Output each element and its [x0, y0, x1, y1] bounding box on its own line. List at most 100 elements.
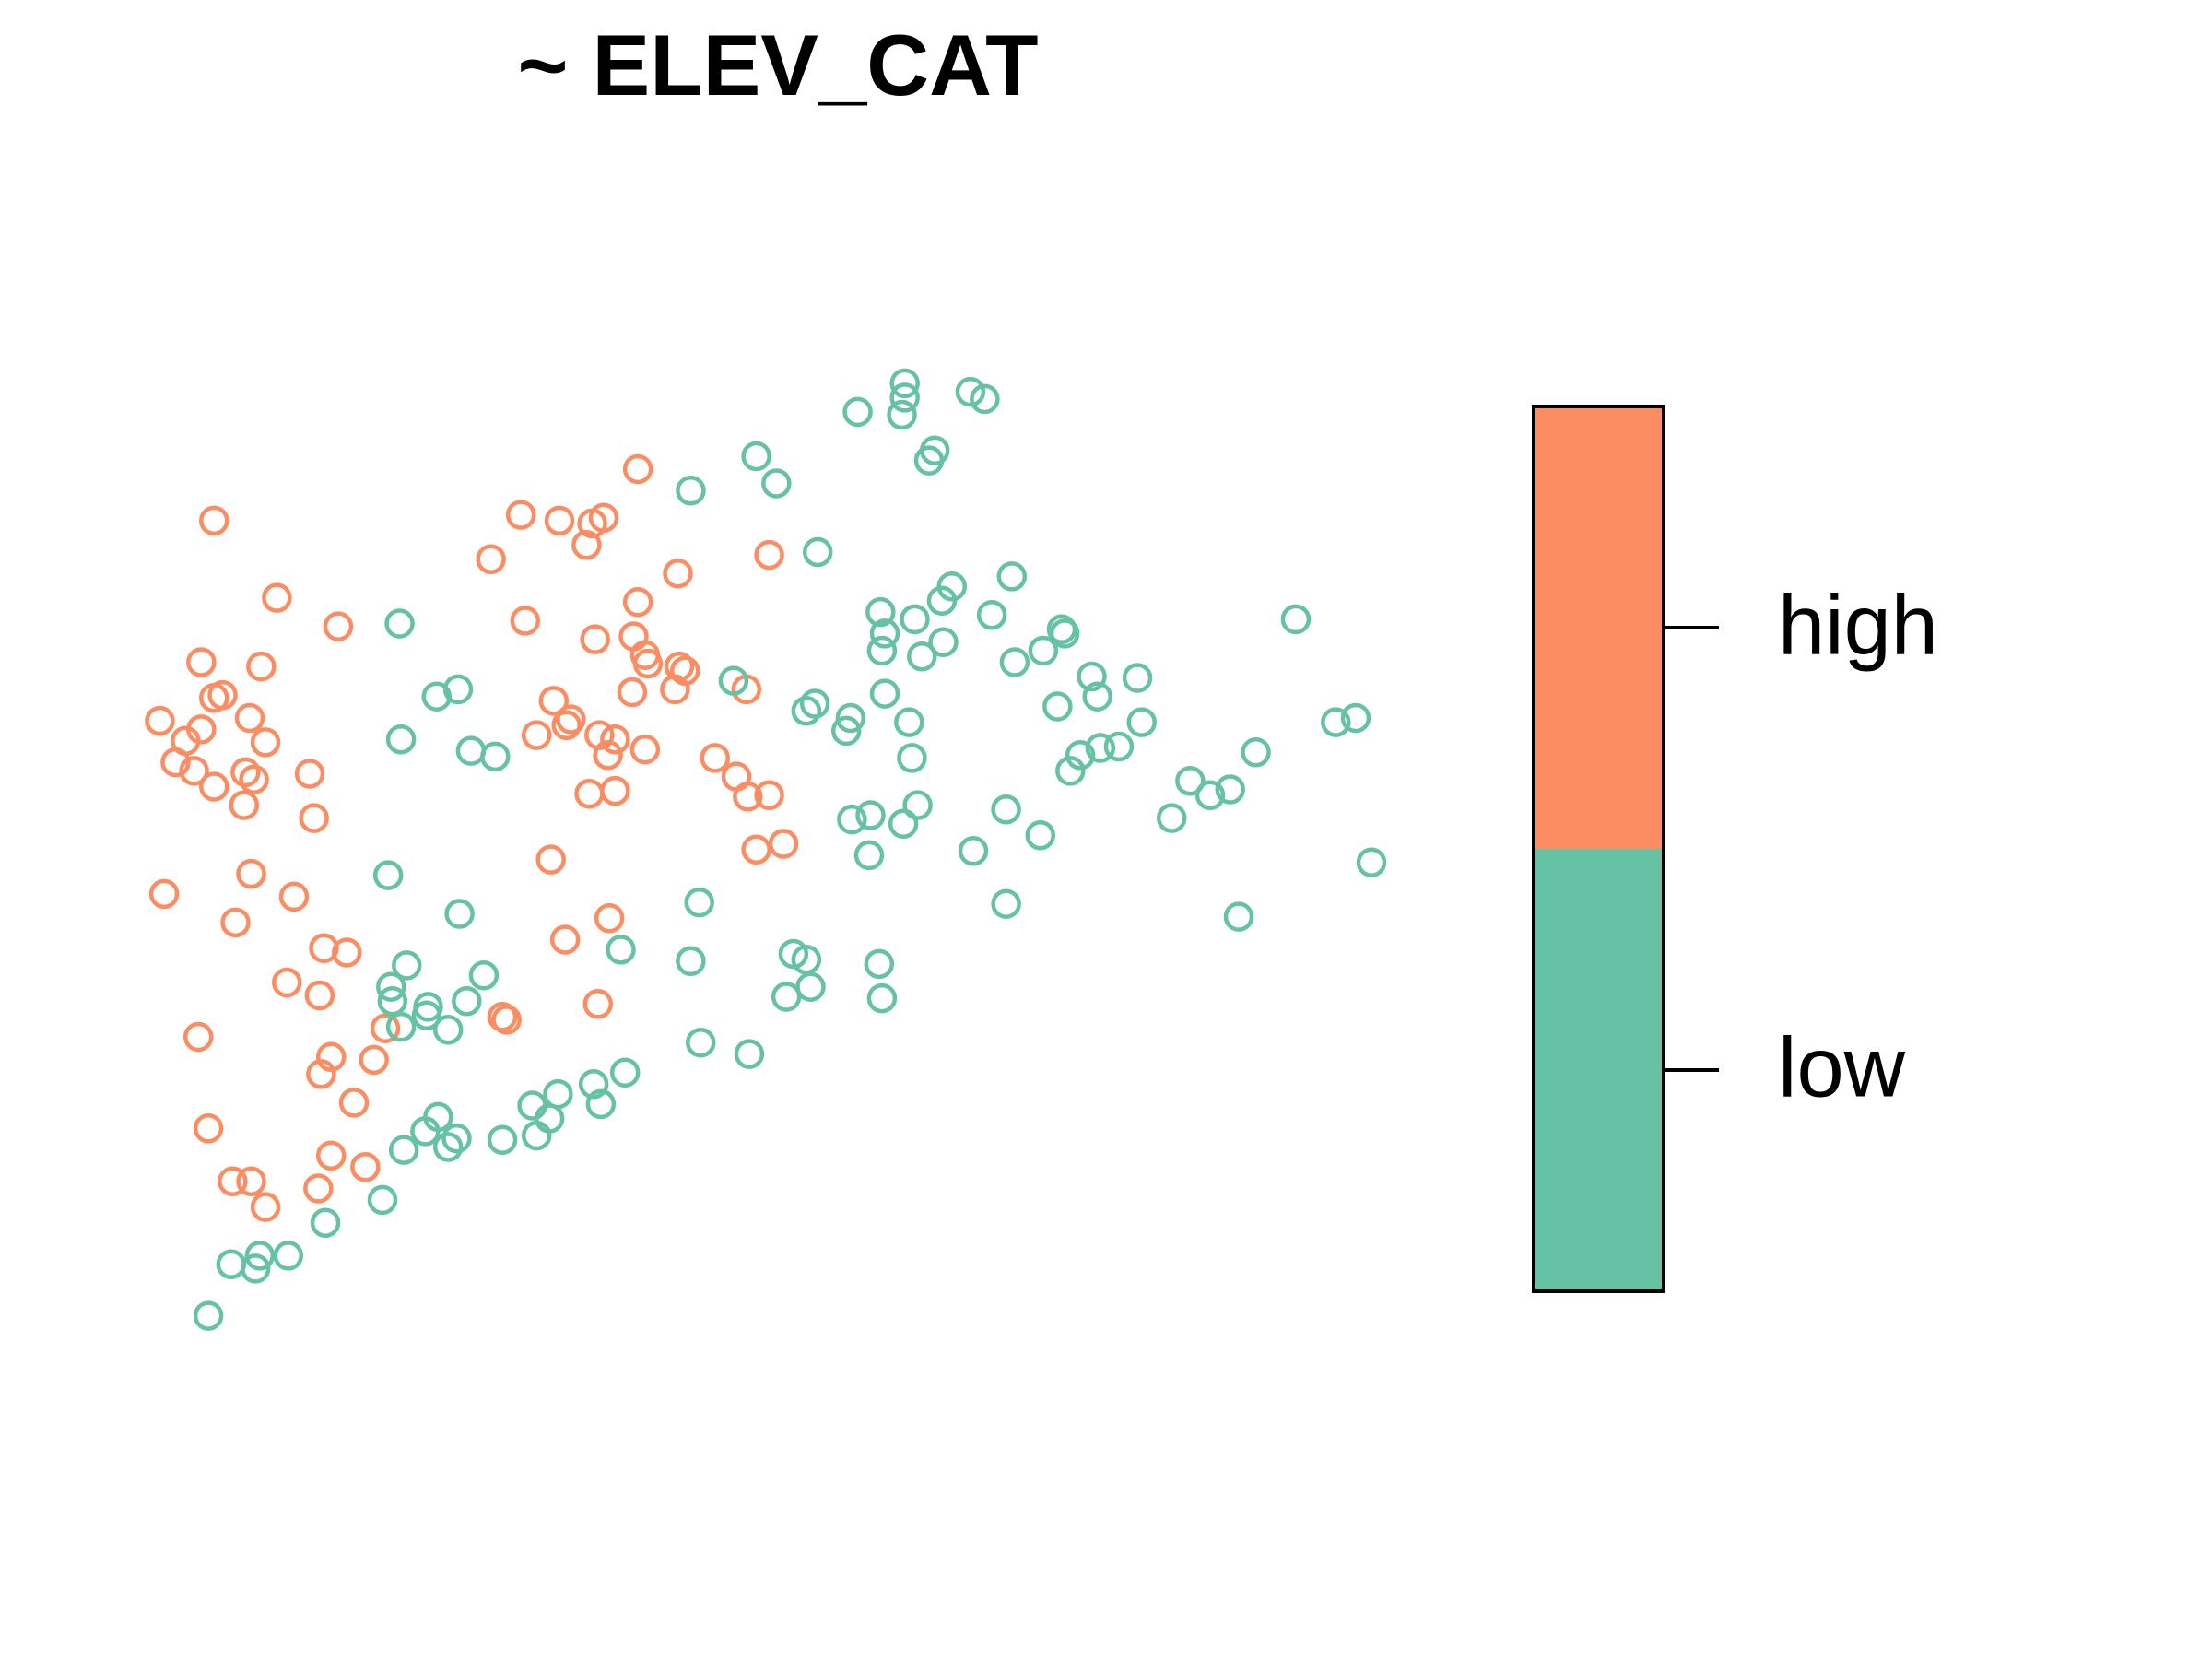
point [1241, 736, 1271, 768]
point [734, 1039, 765, 1069]
point [718, 665, 749, 696]
point [894, 707, 924, 737]
point [239, 764, 269, 794]
point [535, 844, 566, 875]
point [578, 1068, 609, 1100]
point [866, 982, 898, 1014]
legend-swatch [1534, 849, 1664, 1291]
point [367, 1184, 398, 1216]
point [609, 1057, 641, 1088]
point [1103, 731, 1135, 762]
point [888, 808, 919, 840]
point [999, 647, 1030, 677]
point [622, 453, 653, 485]
point [304, 980, 335, 1011]
point [700, 743, 730, 773]
point [580, 624, 610, 654]
point [199, 505, 229, 536]
point [791, 695, 822, 726]
point [179, 756, 209, 786]
point [441, 1123, 472, 1154]
point [684, 887, 714, 918]
point [913, 445, 945, 476]
point [543, 1078, 573, 1110]
point [855, 800, 886, 830]
point [853, 840, 885, 871]
legend-label: low [1778, 1020, 1906, 1114]
point [1085, 733, 1116, 763]
point [306, 1059, 336, 1089]
legend-frame [1532, 405, 1665, 1293]
point [432, 1014, 464, 1045]
point [250, 1192, 281, 1222]
point [538, 686, 570, 716]
point [663, 558, 693, 589]
point [837, 804, 867, 835]
point [315, 1140, 347, 1171]
point [902, 790, 933, 820]
point [338, 1088, 370, 1118]
point [1122, 663, 1153, 693]
point [574, 778, 605, 809]
point [869, 678, 900, 709]
point [160, 747, 191, 778]
point [182, 1021, 214, 1053]
point [733, 782, 763, 812]
point [476, 544, 506, 574]
point [795, 971, 826, 1002]
point [148, 878, 180, 910]
point [1223, 901, 1254, 932]
point [593, 740, 623, 771]
point [551, 710, 582, 740]
point [385, 724, 417, 755]
point [236, 858, 266, 889]
point [741, 834, 771, 865]
point [594, 902, 625, 934]
point [1321, 707, 1351, 737]
point [632, 648, 664, 679]
point [234, 702, 265, 734]
point [186, 647, 217, 677]
point [377, 985, 408, 1017]
point [332, 937, 362, 968]
point [617, 677, 648, 708]
point [376, 971, 406, 1002]
point [754, 539, 784, 571]
point [928, 627, 959, 657]
point [549, 924, 581, 955]
point [544, 505, 575, 536]
point [392, 950, 422, 981]
point [521, 720, 552, 750]
point [970, 383, 1000, 415]
point [835, 702, 866, 734]
point [1280, 604, 1312, 635]
series-points [193, 368, 1387, 1331]
point [229, 790, 260, 820]
point [802, 536, 833, 568]
point [432, 1132, 464, 1162]
point [510, 606, 541, 636]
point [830, 715, 862, 747]
point [676, 946, 706, 977]
point [889, 382, 920, 413]
point [842, 396, 873, 428]
point [534, 1103, 565, 1134]
point [754, 780, 784, 811]
series-points [145, 453, 799, 1222]
point [864, 948, 895, 980]
point [761, 468, 792, 499]
point [869, 618, 900, 649]
point [452, 985, 482, 1017]
point [491, 1005, 522, 1035]
point [1077, 661, 1107, 692]
point [799, 688, 830, 719]
point [768, 829, 799, 859]
point [907, 641, 937, 672]
point [958, 836, 989, 866]
point [897, 743, 927, 773]
point [250, 727, 281, 758]
point [1049, 618, 1080, 649]
point [1025, 819, 1056, 851]
point [480, 741, 511, 772]
point [676, 475, 706, 506]
